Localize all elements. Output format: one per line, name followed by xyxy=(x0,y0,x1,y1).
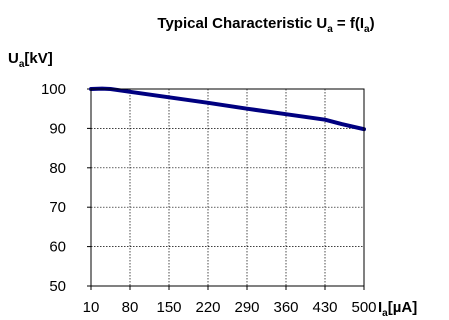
chart-title-sub: a xyxy=(327,24,333,35)
chart-title-end: ) xyxy=(370,15,375,32)
series-line xyxy=(89,86,366,132)
y-tick-label: 90 xyxy=(49,120,66,137)
y-axis-label-main: U xyxy=(8,50,19,67)
y-tick-label: 80 xyxy=(49,160,66,177)
y-tick-label: 50 xyxy=(49,278,66,295)
x-tick-label: 10 xyxy=(83,299,100,316)
tick-labels: 50 60 70 80 90 100 10 80 150 220 290 360 430 500 xyxy=(41,81,377,316)
y-tick-label: 60 xyxy=(49,239,66,256)
chart-title-mid: = f(I xyxy=(333,15,364,32)
x-tick-label: 360 xyxy=(273,299,298,316)
chart-title-sub: a xyxy=(364,24,370,35)
y-tick-label: 70 xyxy=(49,199,66,216)
chart-title: Typical Characteristic Ua = f(Ia) xyxy=(157,15,374,35)
x-tick-label: 500 xyxy=(351,299,376,316)
y-axis-label: Ua[kV] xyxy=(8,50,53,70)
x-axis-label-main: I xyxy=(378,299,382,316)
y-axis-label-sub: a xyxy=(19,59,25,70)
x-tick-label: 80 xyxy=(122,299,139,316)
x-axis-label-sub: a xyxy=(382,308,388,319)
y-tick-label: 100 xyxy=(41,81,66,98)
series-layer xyxy=(89,86,366,132)
x-tick-label: 430 xyxy=(312,299,337,316)
y-axis-label-unit: [kV] xyxy=(24,50,52,67)
x-axis-label-unit: [µA] xyxy=(388,299,417,316)
x-tick-label: 290 xyxy=(234,299,259,316)
chart-title-main: Typical Characteristic U xyxy=(157,15,327,32)
x-tick-label: 150 xyxy=(156,299,181,316)
grid xyxy=(91,89,364,286)
x-axis-label: Ia[µA] xyxy=(378,299,417,319)
plot-frame xyxy=(90,88,365,287)
x-tick-label: 220 xyxy=(195,299,220,316)
